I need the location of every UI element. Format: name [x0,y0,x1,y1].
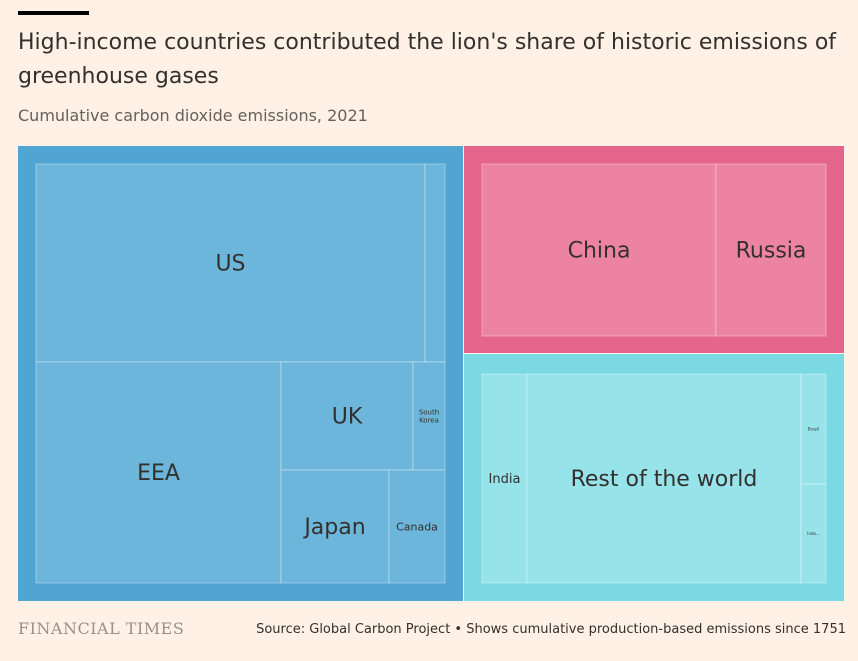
treemap-label-uk: UK [332,405,363,430]
treemap-label-russia: Russia [736,239,807,264]
treemap-label-us: US [215,252,245,277]
chart-subtitle: Cumulative carbon dioxide emissions, 202… [18,106,368,125]
treemap-label-south-korea: South Korea [419,409,439,425]
treemap-tile-indo [800,483,827,584]
treemap-tile-canada [388,469,446,584]
treemap-tile-uk [280,361,414,471]
treemap-label-india: India [489,472,521,487]
source-note: Source: Global Carbon Project • Shows cu… [256,622,846,637]
treemap-tile-us [35,163,426,363]
brand-accent-bar [18,11,89,15]
ft-logo: FINANCIAL TIMES [18,619,185,638]
chart-title: High-income countries contributed the li… [18,30,837,89]
treemap-tile-china [481,163,717,337]
treemap-tile-japan [280,469,390,584]
treemap-label-indo: Indo... [807,531,819,536]
treemap-label-rest-of-the-world: Rest of the world [571,467,758,492]
treemap-label-china: China [568,239,631,264]
treemap-tile-russia [715,163,827,337]
treemap-tile-eea [35,361,282,584]
treemap-chart: US EEA UK South Korea Japan Canada China Russia I… [18,146,844,601]
treemap-label-brazil: Brazil [808,426,819,431]
treemap-tile-india [481,373,528,584]
treemap-tile-item-1 [424,163,446,363]
treemap-tile-brazil [800,373,827,485]
treemap-label-canada: Canada [396,520,438,533]
treemap-label-eea: EEA [137,461,180,486]
treemap-tile-rest-of-the-world [526,373,802,584]
treemap-label-japan: Japan [302,515,365,540]
